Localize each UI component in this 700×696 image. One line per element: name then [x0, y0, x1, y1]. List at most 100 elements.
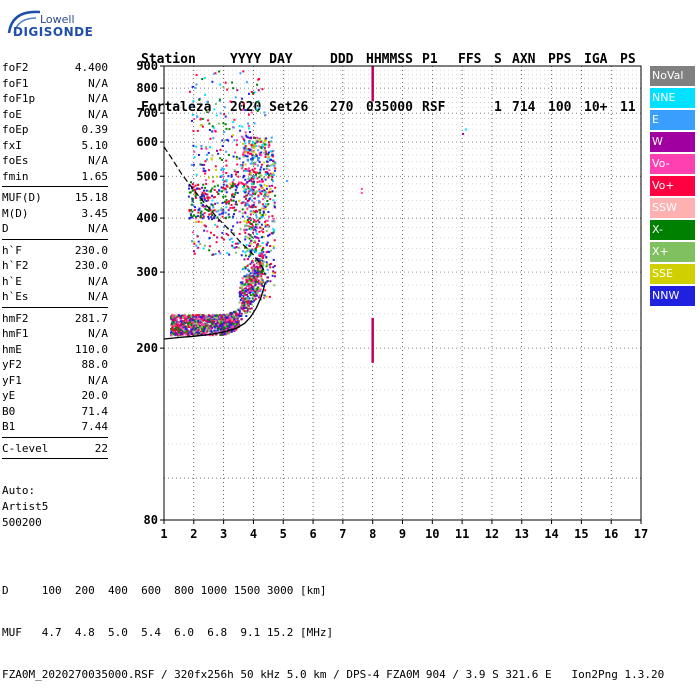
echo-point — [195, 196, 197, 199]
echo-point — [245, 220, 248, 223]
echo-point — [249, 252, 252, 255]
echo-point — [190, 216, 193, 219]
echo-point — [248, 255, 251, 258]
echo-point — [206, 230, 209, 233]
echo-point — [261, 279, 264, 282]
echo-point — [192, 334, 195, 337]
echo-point — [252, 228, 255, 231]
echo-point — [216, 202, 219, 205]
echo-point — [200, 332, 203, 334]
echo-point — [214, 324, 217, 327]
echo-point — [191, 314, 194, 317]
echo-point — [195, 322, 198, 325]
echo-point — [248, 92, 250, 95]
echo-point — [274, 271, 276, 274]
echo-point — [245, 297, 248, 300]
echo-point — [253, 162, 255, 165]
echo-point — [214, 330, 217, 333]
echo-point — [253, 263, 256, 266]
echo-point — [192, 330, 195, 333]
echo-point — [216, 149, 218, 152]
echo-point — [212, 331, 215, 333]
echo-point — [216, 210, 219, 213]
echo-point — [191, 333, 193, 335]
echo-point — [261, 248, 264, 251]
echo-point — [236, 139, 238, 142]
params-divider — [2, 186, 108, 187]
echo-point — [204, 326, 207, 329]
echo-point — [263, 190, 266, 193]
echo-point — [231, 241, 234, 243]
echo-point — [221, 139, 224, 142]
echo-point — [245, 311, 248, 314]
echo-point — [232, 327, 235, 330]
echo-point — [233, 213, 235, 216]
echo-point — [262, 168, 265, 171]
echo-point — [246, 203, 249, 206]
echo-point — [191, 210, 194, 213]
echo-point — [205, 153, 208, 156]
echo-point — [232, 126, 235, 129]
echo-point — [208, 329, 211, 332]
echo-point — [240, 283, 243, 286]
echo-point — [264, 191, 267, 194]
echo-point — [210, 321, 213, 324]
echo-point — [250, 174, 253, 177]
echo-point — [266, 160, 268, 163]
echo-point — [204, 330, 207, 333]
echo-point — [247, 177, 250, 180]
echo-point — [224, 187, 227, 190]
echo-point — [230, 237, 233, 240]
echo-point — [255, 245, 258, 248]
echo-point — [266, 194, 269, 197]
echo-point — [219, 333, 222, 336]
echo-point — [243, 220, 246, 223]
echo-point — [241, 167, 243, 170]
echo-point — [262, 198, 264, 201]
echo-point — [225, 328, 228, 331]
param-row-hes: h`Es N/A — [2, 289, 108, 305]
echo-point — [249, 189, 252, 192]
echo-point — [249, 239, 252, 242]
echo-point — [260, 223, 263, 226]
param-value: N/A — [88, 76, 108, 90]
echo-point — [262, 211, 265, 214]
echo-point — [254, 163, 257, 166]
param-value: N/A — [88, 373, 108, 387]
echo-point — [255, 279, 258, 282]
echo-point — [212, 209, 215, 212]
echo-point — [242, 102, 245, 105]
echo-point — [255, 223, 257, 226]
echo-point — [252, 290, 255, 293]
echo-point — [263, 195, 265, 198]
echo-point — [186, 330, 189, 333]
echo-point — [256, 275, 259, 278]
echo-point — [247, 187, 250, 190]
echo-point — [241, 182, 244, 185]
echo-point — [221, 333, 224, 336]
echo-point — [178, 314, 181, 317]
echo-point — [266, 268, 269, 271]
echo-point — [266, 241, 269, 244]
echo-point — [257, 274, 260, 277]
echo-point — [259, 245, 262, 248]
echo-point — [258, 294, 261, 297]
echo-point — [182, 324, 185, 327]
echo-point — [243, 310, 246, 313]
echo-point — [252, 204, 255, 206]
echo-point — [254, 297, 257, 300]
echo-point — [236, 242, 239, 245]
echo-point — [197, 321, 200, 324]
echo-point — [220, 325, 223, 328]
echo-point — [176, 316, 179, 319]
echo-point — [254, 161, 257, 164]
echo-point — [190, 209, 193, 211]
echo-point — [264, 253, 267, 256]
echo-point — [264, 205, 267, 208]
echo-point — [189, 326, 192, 329]
param-name: fmin — [2, 169, 29, 183]
echo-point — [256, 294, 258, 297]
echo-point — [246, 155, 249, 158]
echo-point — [240, 297, 243, 299]
